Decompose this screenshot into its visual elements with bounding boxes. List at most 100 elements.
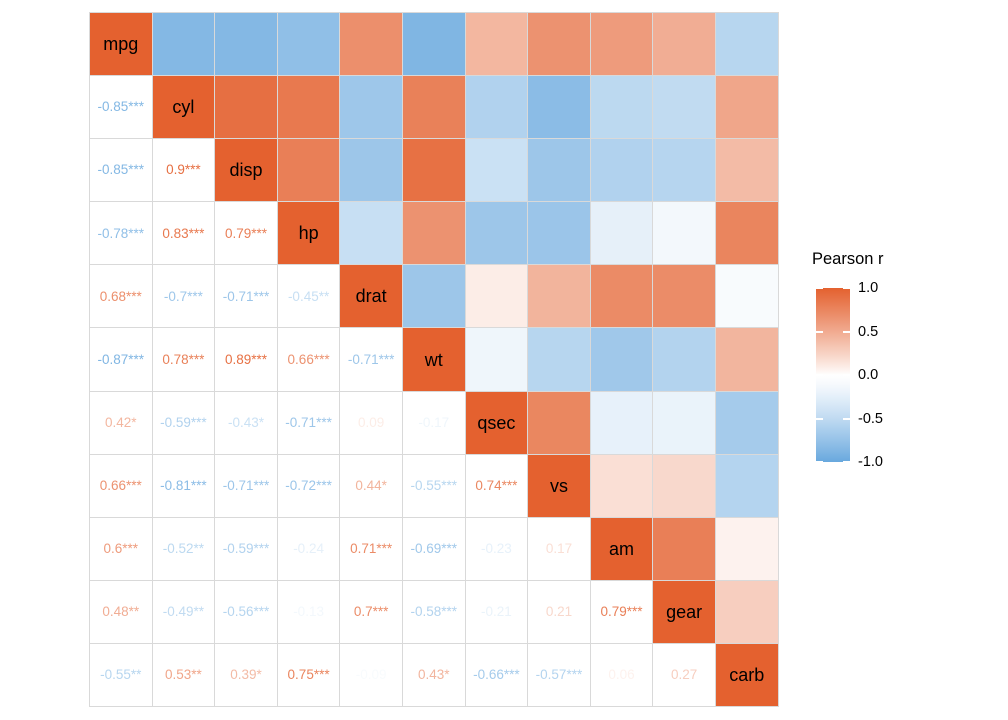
corr-value-cell-wt-cyl: 0.78*** xyxy=(152,328,216,392)
corr-value-cell-vs-mpg: 0.66*** xyxy=(90,454,153,518)
corr-value-cell-disp-mpg: -0.85*** xyxy=(90,139,153,203)
corr-color-cell-mpg-gear xyxy=(653,13,716,77)
corr-color-cell-hp-am xyxy=(590,202,654,266)
legend-tick-mark xyxy=(843,330,850,333)
corr-value-cell-gear-mpg: 0.48** xyxy=(90,580,153,644)
corr-color-cell-wt-vs xyxy=(528,328,591,392)
corr-color-cell-drat-carb xyxy=(715,265,779,329)
diagonal-cell-am: am xyxy=(590,517,654,581)
corr-value-cell-cyl-mpg: -0.85*** xyxy=(90,76,153,140)
corr-value-cell-drat-mpg: 0.68*** xyxy=(90,265,153,329)
legend-tick-mark xyxy=(816,461,823,463)
corr-value-cell-am-disp: -0.59*** xyxy=(215,517,278,581)
legend-tick-mark xyxy=(816,287,823,289)
corr-value-cell-am-mpg: 0.6*** xyxy=(90,517,153,581)
corr-color-cell-cyl-drat xyxy=(340,76,403,140)
legend-tick-mark xyxy=(843,461,850,463)
corr-color-cell-mpg-cyl xyxy=(152,13,216,77)
corr-value-cell-am-drat: 0.71*** xyxy=(340,517,403,581)
corr-color-cell-cyl-hp xyxy=(277,76,341,140)
diagonal-cell-mpg: mpg xyxy=(90,13,153,77)
corr-value-cell-am-wt: -0.69*** xyxy=(402,517,466,581)
corr-color-cell-drat-vs xyxy=(528,265,591,329)
corr-value-cell-am-qsec: -0.23 xyxy=(465,517,529,581)
corr-value-cell-wt-disp: 0.89*** xyxy=(215,328,278,392)
corr-color-cell-am-gear xyxy=(653,517,716,581)
diagonal-cell-cyl: cyl xyxy=(152,76,216,140)
corr-value-cell-carb-qsec: -0.66*** xyxy=(465,643,529,708)
corr-color-cell-drat-am xyxy=(590,265,654,329)
corr-value-cell-qsec-cyl: -0.59*** xyxy=(152,391,216,455)
legend-tick-mark xyxy=(843,287,850,289)
corr-value-cell-hp-cyl: 0.83*** xyxy=(152,202,216,266)
corr-color-cell-qsec-vs xyxy=(528,391,591,455)
corr-color-cell-mpg-hp xyxy=(277,13,341,77)
corr-color-cell-mpg-qsec xyxy=(465,13,529,77)
corr-value-cell-wt-mpg: -0.87*** xyxy=(90,328,153,392)
corr-color-cell-mpg-drat xyxy=(340,13,403,77)
corr-color-cell-disp-hp xyxy=(277,139,341,203)
corr-color-cell-qsec-am xyxy=(590,391,654,455)
corr-color-cell-disp-am xyxy=(590,139,654,203)
corr-value-cell-carb-hp: 0.75*** xyxy=(277,643,341,708)
legend-tick-mark xyxy=(843,417,850,420)
legend-tick-mark xyxy=(816,417,823,420)
corr-value-cell-carb-mpg: -0.55** xyxy=(90,643,153,708)
corr-value-cell-am-hp: -0.24 xyxy=(277,517,341,581)
corr-value-cell-gear-cyl: -0.49** xyxy=(152,580,216,644)
corr-value-cell-vs-disp: -0.71*** xyxy=(215,454,278,518)
corr-color-cell-cyl-vs xyxy=(528,76,591,140)
corr-value-cell-wt-hp: 0.66*** xyxy=(277,328,341,392)
corr-value-cell-qsec-disp: -0.43* xyxy=(215,391,278,455)
diagonal-cell-hp: hp xyxy=(277,202,341,266)
corr-value-cell-drat-hp: -0.45** xyxy=(277,265,341,329)
corr-value-cell-carb-wt: 0.43* xyxy=(402,643,466,708)
corr-value-cell-drat-disp: -0.71*** xyxy=(215,265,278,329)
corr-value-cell-carb-drat: -0.09 xyxy=(340,643,403,708)
corr-color-cell-disp-gear xyxy=(653,139,716,203)
corr-color-cell-qsec-gear xyxy=(653,391,716,455)
legend-tick-label: 0.0 xyxy=(858,367,879,383)
diagonal-cell-gear: gear xyxy=(653,580,716,644)
corr-color-cell-cyl-carb xyxy=(715,76,779,140)
corr-value-cell-gear-am: 0.79*** xyxy=(590,580,654,644)
corr-color-cell-wt-am xyxy=(590,328,654,392)
corr-color-cell-wt-carb xyxy=(715,328,779,392)
diagonal-cell-disp: disp xyxy=(215,139,278,203)
corr-color-cell-mpg-carb xyxy=(715,13,779,77)
correlation-matrix: mpg -0.85*** cyl -0.85*** 0.9*** disp -0.78***… xyxy=(89,12,779,708)
diagonal-cell-wt: wt xyxy=(402,328,466,392)
corr-value-cell-gear-wt: -0.58*** xyxy=(402,580,466,644)
corr-value-cell-qsec-hp: -0.71*** xyxy=(277,391,341,455)
corr-color-cell-hp-gear xyxy=(653,202,716,266)
diagonal-cell-vs: vs xyxy=(528,454,591,518)
corr-color-cell-vs-carb xyxy=(715,454,779,518)
corr-color-cell-drat-wt xyxy=(402,265,466,329)
diagonal-cell-carb: carb xyxy=(715,643,779,708)
corr-color-cell-cyl-wt xyxy=(402,76,466,140)
corr-color-cell-gear-carb xyxy=(715,580,779,644)
corr-color-cell-hp-qsec xyxy=(465,202,529,266)
corr-value-cell-vs-cyl: -0.81*** xyxy=(152,454,216,518)
legend-tick-mark xyxy=(843,374,850,376)
corr-color-cell-disp-wt xyxy=(402,139,466,203)
legend-title: Pearson r xyxy=(812,250,884,268)
corr-color-cell-cyl-disp xyxy=(215,76,278,140)
corr-value-cell-carb-disp: 0.39* xyxy=(215,643,278,708)
corr-value-cell-hp-mpg: -0.78*** xyxy=(90,202,153,266)
corr-value-cell-carb-vs: -0.57*** xyxy=(528,643,591,708)
corr-value-cell-qsec-wt: -0.17 xyxy=(402,391,466,455)
legend-tick-label: -1.0 xyxy=(858,454,883,470)
legend-tick-mark xyxy=(816,374,823,376)
corr-value-cell-vs-hp: -0.72*** xyxy=(277,454,341,518)
corr-value-cell-gear-hp: -0.13 xyxy=(277,580,341,644)
corr-color-cell-qsec-carb xyxy=(715,391,779,455)
corr-value-cell-vs-qsec: 0.74*** xyxy=(465,454,529,518)
corr-color-cell-disp-qsec xyxy=(465,139,529,203)
corr-value-cell-gear-drat: 0.7*** xyxy=(340,580,403,644)
corr-value-cell-drat-cyl: -0.7*** xyxy=(152,265,216,329)
corr-color-cell-wt-qsec xyxy=(465,328,529,392)
corr-value-cell-gear-qsec: -0.21 xyxy=(465,580,529,644)
diagonal-cell-qsec: qsec xyxy=(465,391,529,455)
